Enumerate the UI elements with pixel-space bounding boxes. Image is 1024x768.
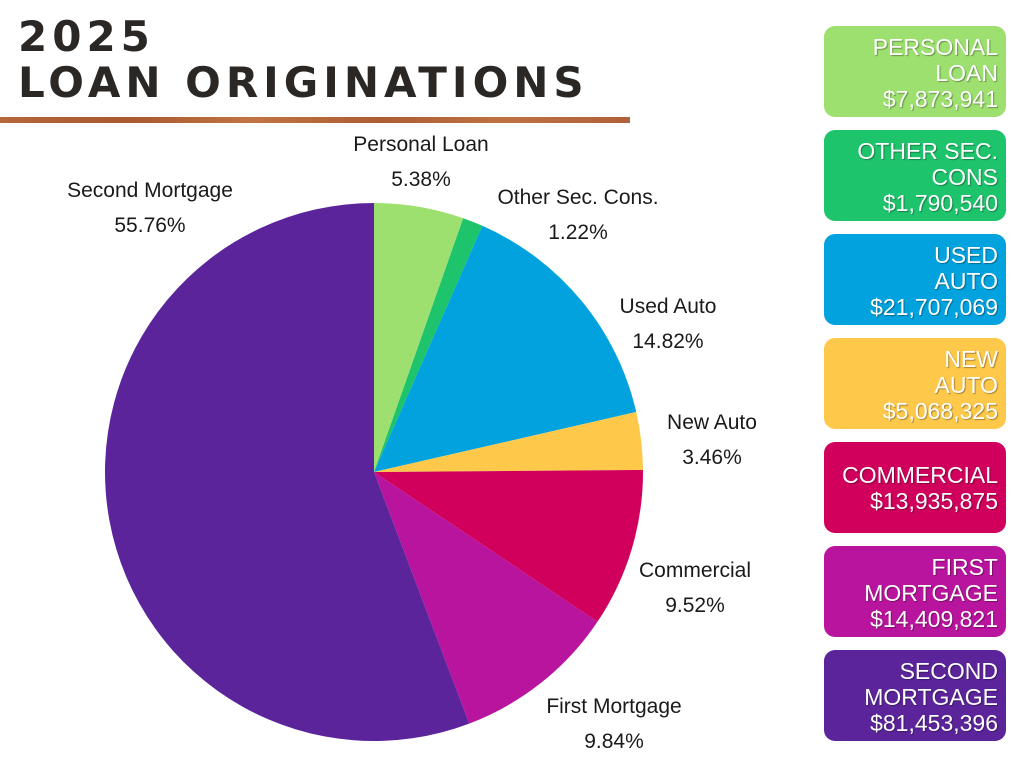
card-amount: $7,873,941 [882, 86, 998, 112]
card-amount: $13,935,875 [870, 488, 998, 514]
card-amount: $81,453,396 [870, 710, 998, 736]
card-label: FIRST [931, 554, 998, 580]
pie-slice-first-mortgage [374, 472, 598, 724]
card-amount: $21,707,069 [870, 294, 998, 320]
legend-card-second-mortgage: SECOND MORTGAGE $81,453,396 [824, 650, 1006, 741]
label-pct: 3.46% [682, 446, 742, 469]
title-divider [0, 117, 630, 123]
label-name: Personal Loan [353, 133, 489, 156]
card-amount: $5,068,325 [882, 398, 998, 424]
legend-card-first-mortgage: FIRST MORTGAGE $14,409,821 [824, 546, 1006, 637]
legend-card-used-auto: USED AUTO $21,707,069 [824, 234, 1006, 325]
label-name: First Mortgage [546, 695, 682, 718]
legend-card-new-auto: NEW AUTO $5,068,325 [824, 338, 1006, 429]
card-amount: $14,409,821 [870, 606, 998, 632]
label-new-auto: New Auto 3.46% [667, 405, 757, 475]
pie-slice-other-sec-cons [374, 218, 483, 472]
page-title: 2025 LOAN ORIGINATIONS [18, 14, 589, 106]
label-name: Second Mortgage [67, 179, 233, 202]
card-label: CONS [931, 164, 998, 190]
pie-slice-personal-loan [374, 203, 464, 472]
label-pct: 1.22% [548, 221, 608, 244]
card-label: OTHER SEC. [857, 138, 998, 164]
label-pct: 14.82% [632, 330, 704, 353]
pie-slice-commercial [374, 469, 643, 622]
label-name: New Auto [667, 411, 757, 434]
label-second-mortgage: Second Mortgage 55.76% [67, 173, 233, 243]
label-pct: 9.52% [665, 594, 725, 617]
title-main: LOAN ORIGINATIONS [18, 58, 589, 107]
legend-card-personal-loan: PERSONAL LOAN $7,873,941 [824, 26, 1006, 117]
card-label: NEW [944, 346, 998, 372]
label-other-sec-cons: Other Sec. Cons. 1.22% [497, 180, 658, 250]
label-first-mortgage: First Mortgage 9.84% [546, 689, 681, 759]
pie-slice-new-auto [374, 412, 643, 472]
card-label: MORTGAGE [864, 684, 998, 710]
pie-svg [104, 203, 643, 741]
legend-card-other-sec-cons: OTHER SEC. CONS $1,790,540 [824, 130, 1006, 221]
label-pct: 9.84% [584, 730, 644, 753]
pie-slice-used-auto [374, 225, 637, 472]
card-label: SECOND [899, 658, 998, 684]
label-name: Commercial [638, 559, 752, 582]
legend-card-commercial: COMMERCIAL $13,935,875 [824, 442, 1006, 533]
card-label: COMMERCIAL [842, 462, 998, 488]
card-label: AUTO [934, 372, 998, 398]
label-pct: 5.38% [391, 168, 451, 191]
card-label: USED [934, 242, 998, 268]
card-label: PERSONAL [872, 34, 998, 60]
label-name: Other Sec. Cons. [497, 186, 659, 209]
pie-slice-second-mortgage [104, 203, 470, 741]
label-used-auto: Used Auto 14.82% [620, 289, 717, 359]
card-label: MORTGAGE [864, 580, 998, 606]
card-label: AUTO [934, 268, 998, 294]
label-personal-loan: Personal Loan 5.38% [353, 127, 488, 197]
title-year: 2025 [18, 12, 155, 61]
card-amount: $1,790,540 [882, 190, 998, 216]
label-pct: 55.76% [114, 214, 186, 237]
label-name: Used Auto [619, 295, 717, 318]
pie-chart: Personal Loan 5.38% Other Sec. Cons. 1.2… [67, 127, 757, 759]
card-label: LOAN [935, 60, 998, 86]
label-commercial: Commercial 9.52% [639, 553, 751, 623]
